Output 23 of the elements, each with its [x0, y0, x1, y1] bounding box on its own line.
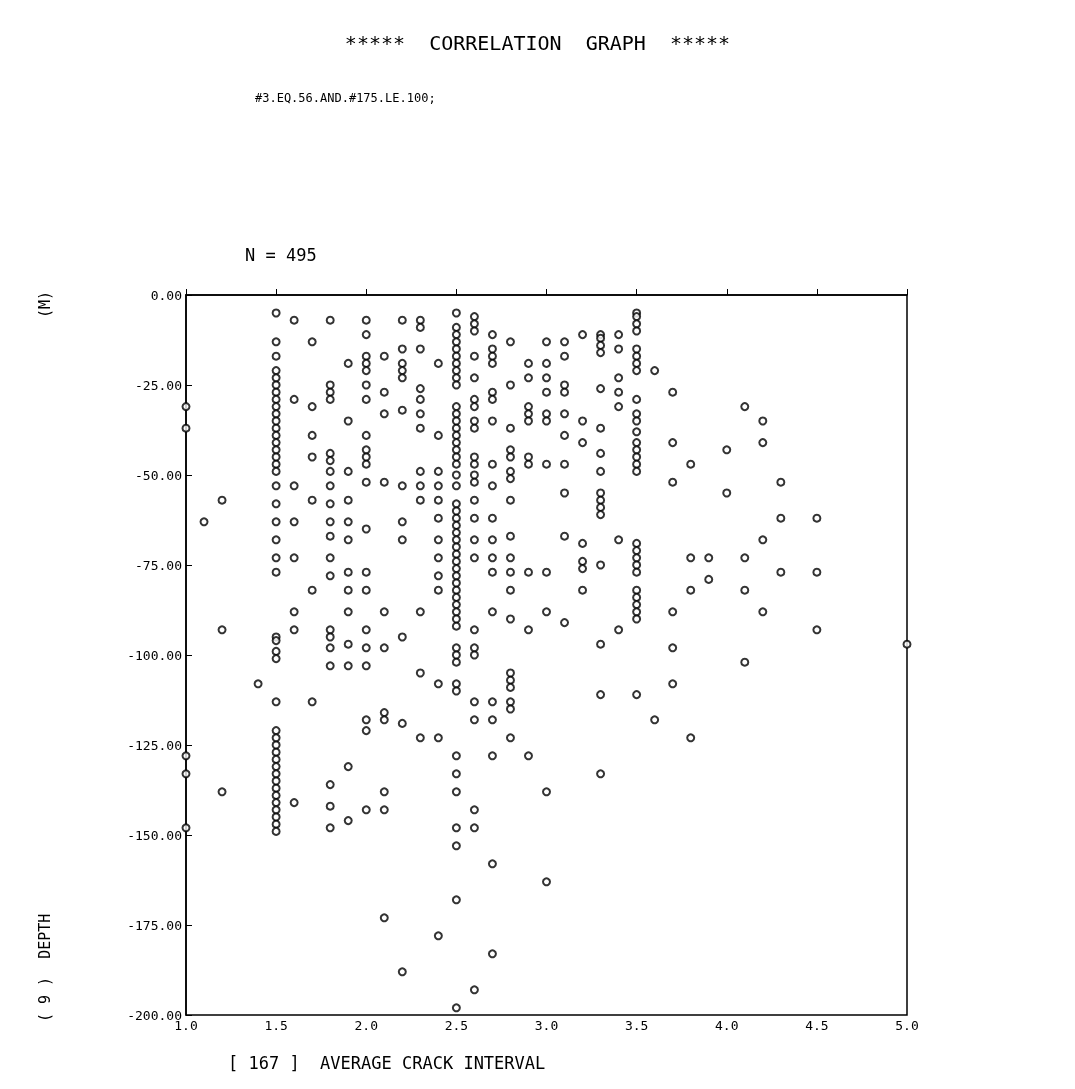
chart-subtitle: #3.EQ.56.AND.#175.LE.100;	[255, 91, 436, 105]
y-tick-label: -75.00	[135, 557, 182, 573]
x-tick-label: 2.5	[444, 1018, 469, 1033]
y-tick-label: -150.00	[127, 827, 182, 843]
text: N = 495	[245, 244, 317, 265]
chart-title: ***** CORRELATION GRAPH *****	[344, 31, 731, 55]
x-tick-label: 1.0	[174, 1018, 198, 1033]
y-axis-title: ( 9 ) DEPTH	[36, 913, 54, 1022]
x-tick-label: 1.5	[264, 1018, 288, 1033]
y-tick-label: -125.00	[127, 737, 182, 753]
y-tick-label: -175.00	[127, 917, 182, 933]
x-tick-label: 2.0	[354, 1018, 378, 1033]
y-tick-label: -50.00	[135, 467, 182, 483]
y-tick-label: -100.00	[127, 647, 182, 663]
x-tick-label: 3.5	[624, 1018, 649, 1033]
x-axis-title: [ 167 ] AVERAGE CRACK INTERVAL	[228, 1052, 546, 1073]
x-tick-label: 5.0	[895, 1018, 919, 1033]
y-tick-label: 0.00	[150, 287, 182, 303]
y-tick-label: -25.00	[135, 377, 182, 393]
text: (M)	[36, 290, 54, 318]
x-tick-label: 4.5	[805, 1018, 829, 1033]
x-tick-label: 4.0	[715, 1018, 739, 1033]
x-tick-label: 3.0	[534, 1018, 559, 1033]
